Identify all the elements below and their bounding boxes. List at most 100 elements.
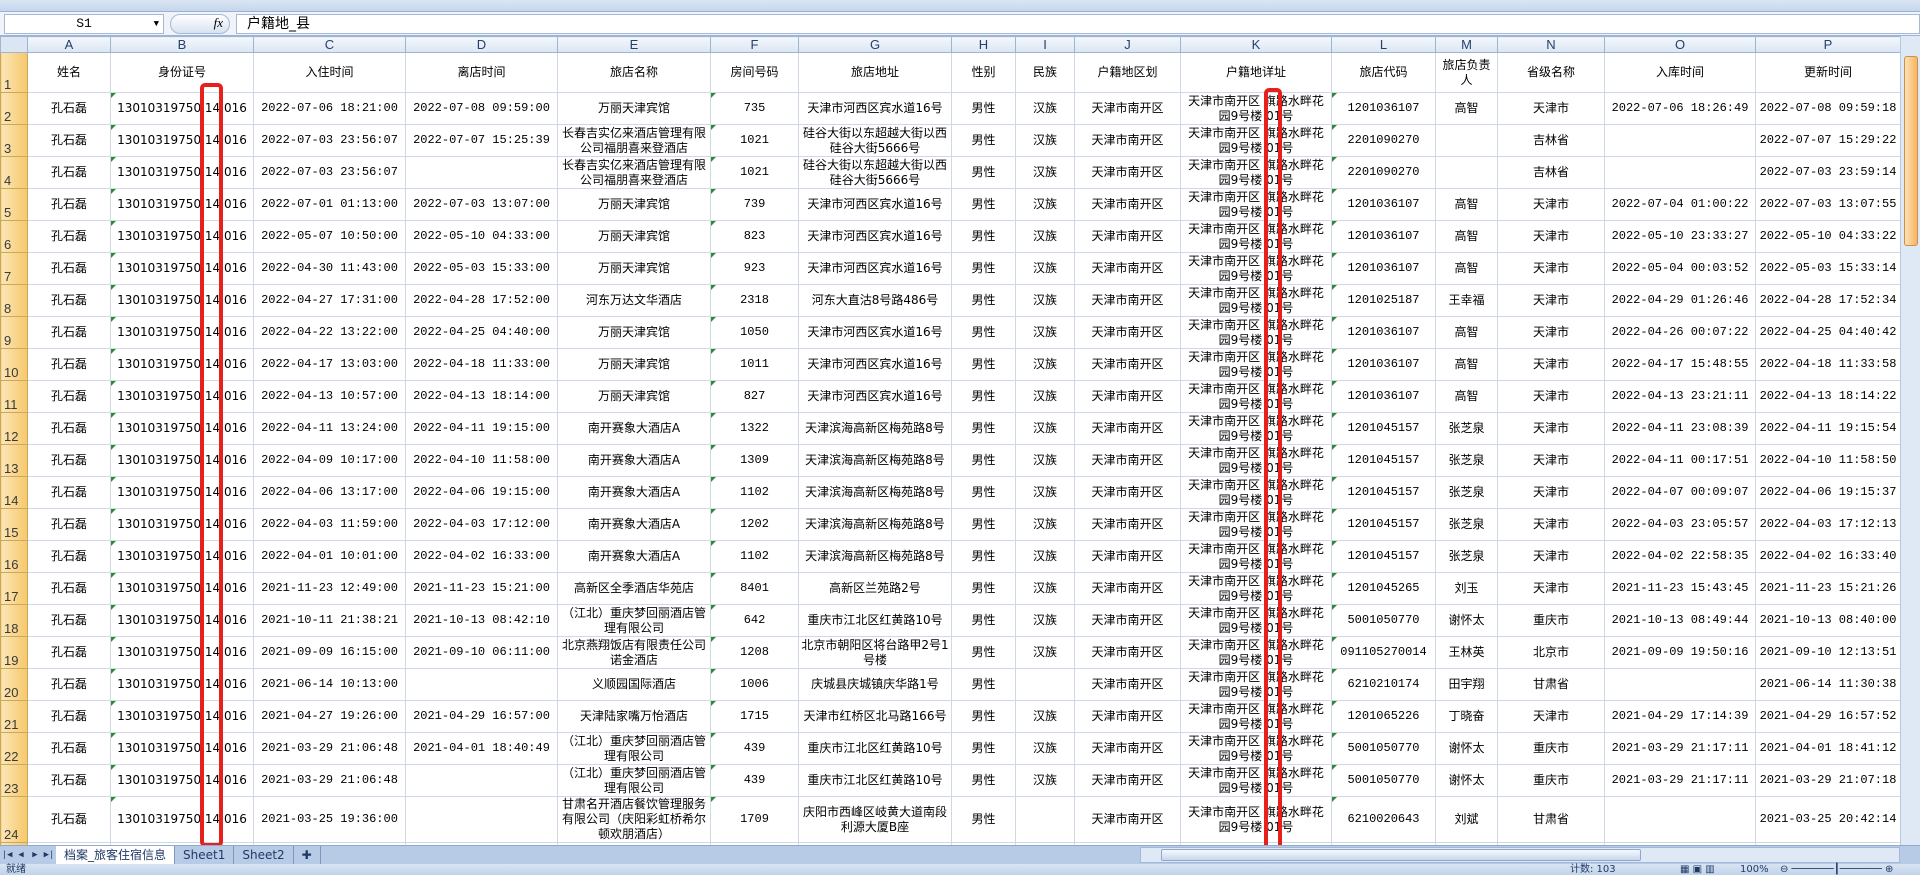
cell-c[interactable]: 2022-04-03 11:59:00 — [253, 508, 406, 541]
row-header-9[interactable]: 9 — [0, 316, 28, 349]
cell-g[interactable]: 天津市红桥区北马路166号 — [798, 700, 952, 733]
cell-d[interactable]: 2021-11-23 15:21:00 — [405, 572, 558, 605]
cell-b[interactable]: 13010319750 14 016 — [110, 444, 254, 477]
sheet-tab-sheet2[interactable]: Sheet2 — [234, 846, 294, 864]
cell-b[interactable]: 13010319750 14 016 — [110, 220, 254, 253]
prev-sheet-icon[interactable]: ◀ — [18, 850, 24, 860]
cell-n[interactable]: 天津市 — [1497, 284, 1605, 317]
cell-b[interactable]: 13010319750 14 016 — [110, 188, 254, 221]
cell-m[interactable]: 高智 — [1435, 220, 1498, 253]
cell-m[interactable]: 高智 — [1435, 92, 1498, 125]
cell-o[interactable] — [1604, 796, 1756, 843]
cell-e[interactable]: 甘肃名开酒店餐饮管理服务有限公司（庆阳彩虹桥希尔顿欢朋酒店） — [557, 796, 711, 843]
last-sheet-icon[interactable]: ▶| — [43, 850, 55, 860]
cell-g[interactable]: 重庆市江北区红黄路10号 — [798, 732, 952, 765]
cell-a[interactable]: 孔石磊 — [27, 476, 111, 509]
column-header-i[interactable]: I — [1015, 36, 1075, 53]
cell-e[interactable]: 南开赛象大酒店A — [557, 412, 711, 445]
cell-n[interactable]: 天津市 — [1497, 700, 1605, 733]
cell-c[interactable]: 2021-06-14 10:13:00 — [253, 668, 406, 701]
cell-p[interactable]: 2022-07-08 09:59:18 — [1755, 92, 1901, 125]
cell-n[interactable]: 重庆市 — [1497, 732, 1605, 765]
cell-j[interactable]: 天津市南开区 — [1074, 732, 1181, 765]
cell-g[interactable]: 天津市河西区宾水道16号 — [798, 92, 952, 125]
cell-n[interactable]: 天津市 — [1497, 508, 1605, 541]
cell-m[interactable]: 高智 — [1435, 188, 1498, 221]
row-header-5[interactable]: 5 — [0, 188, 28, 221]
cell-j[interactable]: 天津市南开区 — [1074, 636, 1181, 669]
column-header-k[interactable]: K — [1180, 36, 1332, 53]
sheet-tab-archive[interactable]: 档案_旅客住宿信息 — [56, 846, 176, 864]
cell-d[interactable]: 2022-07-07 15:25:39 — [405, 124, 558, 157]
cell-j[interactable]: 天津市南开区 — [1074, 796, 1181, 843]
cell-k[interactable]: 天津市南开区 旗路水畔花园9号楼 01号 — [1180, 412, 1332, 445]
cell-n[interactable]: 甘肃省 — [1497, 796, 1605, 843]
cell-g[interactable]: 天津滨海高新区梅苑路8号 — [798, 444, 952, 477]
column-header-b[interactable]: B — [110, 36, 254, 53]
column-header-e[interactable]: E — [557, 36, 711, 53]
cell-d[interactable]: 2022-04-06 19:15:00 — [405, 476, 558, 509]
cell-g[interactable]: 天津市河西区宾水道16号 — [798, 188, 952, 221]
cell-o[interactable] — [1604, 124, 1756, 157]
cell-a[interactable]: 孔石磊 — [27, 764, 111, 797]
cell-l[interactable]: 1201045157 — [1331, 412, 1436, 445]
cell-l[interactable]: 1201036107 — [1331, 380, 1436, 413]
cell-p[interactable]: 2022-04-06 19:15:37 — [1755, 476, 1901, 509]
cell-n[interactable]: 吉林省 — [1497, 156, 1605, 189]
header-cell[interactable]: 省级名称 — [1497, 52, 1605, 93]
cell-h[interactable]: 男性 — [951, 156, 1016, 189]
row-header-1[interactable]: 1 — [0, 52, 28, 93]
cell-h[interactable]: 男性 — [951, 572, 1016, 605]
row-header-4[interactable]: 4 — [0, 156, 28, 189]
cell-p[interactable]: 2022-07-03 23:59:14 — [1755, 156, 1901, 189]
cell-k[interactable]: 天津市南开区 旗路水畔花园9号楼 01号 — [1180, 92, 1332, 125]
cell-a[interactable]: 孔石磊 — [27, 348, 111, 381]
vertical-scroll-thumb[interactable] — [1904, 56, 1918, 246]
row-header-24[interactable]: 24 — [0, 796, 28, 843]
cell-o[interactable]: 2022-04-07 00:09:07 — [1604, 476, 1756, 509]
cell-i[interactable]: 汉族 — [1015, 92, 1075, 125]
cell-i[interactable]: 汉族 — [1015, 444, 1075, 477]
cell-p[interactable]: 2022-07-07 15:29:22 — [1755, 124, 1901, 157]
cell-l[interactable]: 1201045157 — [1331, 444, 1436, 477]
cell-f[interactable]: 1021 — [710, 124, 799, 157]
cell-m[interactable]: 张芝泉 — [1435, 476, 1498, 509]
cell-p[interactable]: 2022-04-10 11:58:50 — [1755, 444, 1901, 477]
cell-j[interactable]: 天津市南开区 — [1074, 572, 1181, 605]
cell-f[interactable]: 923 — [710, 252, 799, 285]
cell-c[interactable]: 2022-04-13 10:57:00 — [253, 380, 406, 413]
cell-b[interactable]: 13010319750 14 016 — [110, 92, 254, 125]
cell-i[interactable]: 汉族 — [1015, 508, 1075, 541]
cell-i[interactable]: 汉族 — [1015, 284, 1075, 317]
cell-p[interactable]: 2022-04-25 04:40:42 — [1755, 316, 1901, 349]
cell-e[interactable]: 天津陆家嘴万怡酒店 — [557, 700, 711, 733]
next-sheet-icon[interactable]: ▶ — [32, 850, 38, 860]
cell-d[interactable] — [405, 796, 558, 843]
cell-j[interactable]: 天津市南开区 — [1074, 92, 1181, 125]
cell-p[interactable]: 2022-04-03 17:12:13 — [1755, 508, 1901, 541]
cell-c[interactable]: 2022-07-06 18:21:00 — [253, 92, 406, 125]
cell-n[interactable]: 天津市 — [1497, 92, 1605, 125]
cell-n[interactable]: 北京市 — [1497, 636, 1605, 669]
cell-a[interactable]: 孔石磊 — [27, 284, 111, 317]
name-box[interactable]: S1 ▼ — [4, 13, 164, 34]
cell-j[interactable]: 天津市南开区 — [1074, 348, 1181, 381]
cell-k[interactable]: 天津市南开区 旗路水畔花园9号楼 01号 — [1180, 444, 1332, 477]
cell-b[interactable]: 13010319750 14 016 — [110, 700, 254, 733]
cell-k[interactable]: 天津市南开区 旗路水畔花园9号楼 01号 — [1180, 316, 1332, 349]
cell-k[interactable]: 天津市南开区 旗路水畔花园9号楼 01号 — [1180, 796, 1332, 843]
cell-c[interactable]: 2021-03-29 21:06:48 — [253, 732, 406, 765]
row-header-11[interactable]: 11 — [0, 380, 28, 413]
column-header-l[interactable]: L — [1331, 36, 1436, 53]
cell-l[interactable]: 1201045157 — [1331, 540, 1436, 573]
cell-o[interactable]: 2022-04-03 23:05:57 — [1604, 508, 1756, 541]
cell-j[interactable]: 天津市南开区 — [1074, 476, 1181, 509]
cell-e[interactable]: 万丽天津宾馆 — [557, 220, 711, 253]
cell-k[interactable]: 天津市南开区 旗路水畔花园9号楼 01号 — [1180, 124, 1332, 157]
row-header-17[interactable]: 17 — [0, 572, 28, 605]
cell-k[interactable]: 天津市南开区 旗路水畔花园9号楼 01号 — [1180, 572, 1332, 605]
cell-a[interactable]: 孔石磊 — [27, 636, 111, 669]
cell-b[interactable]: 13010319750 14 016 — [110, 508, 254, 541]
cell-a[interactable]: 孔石磊 — [27, 156, 111, 189]
